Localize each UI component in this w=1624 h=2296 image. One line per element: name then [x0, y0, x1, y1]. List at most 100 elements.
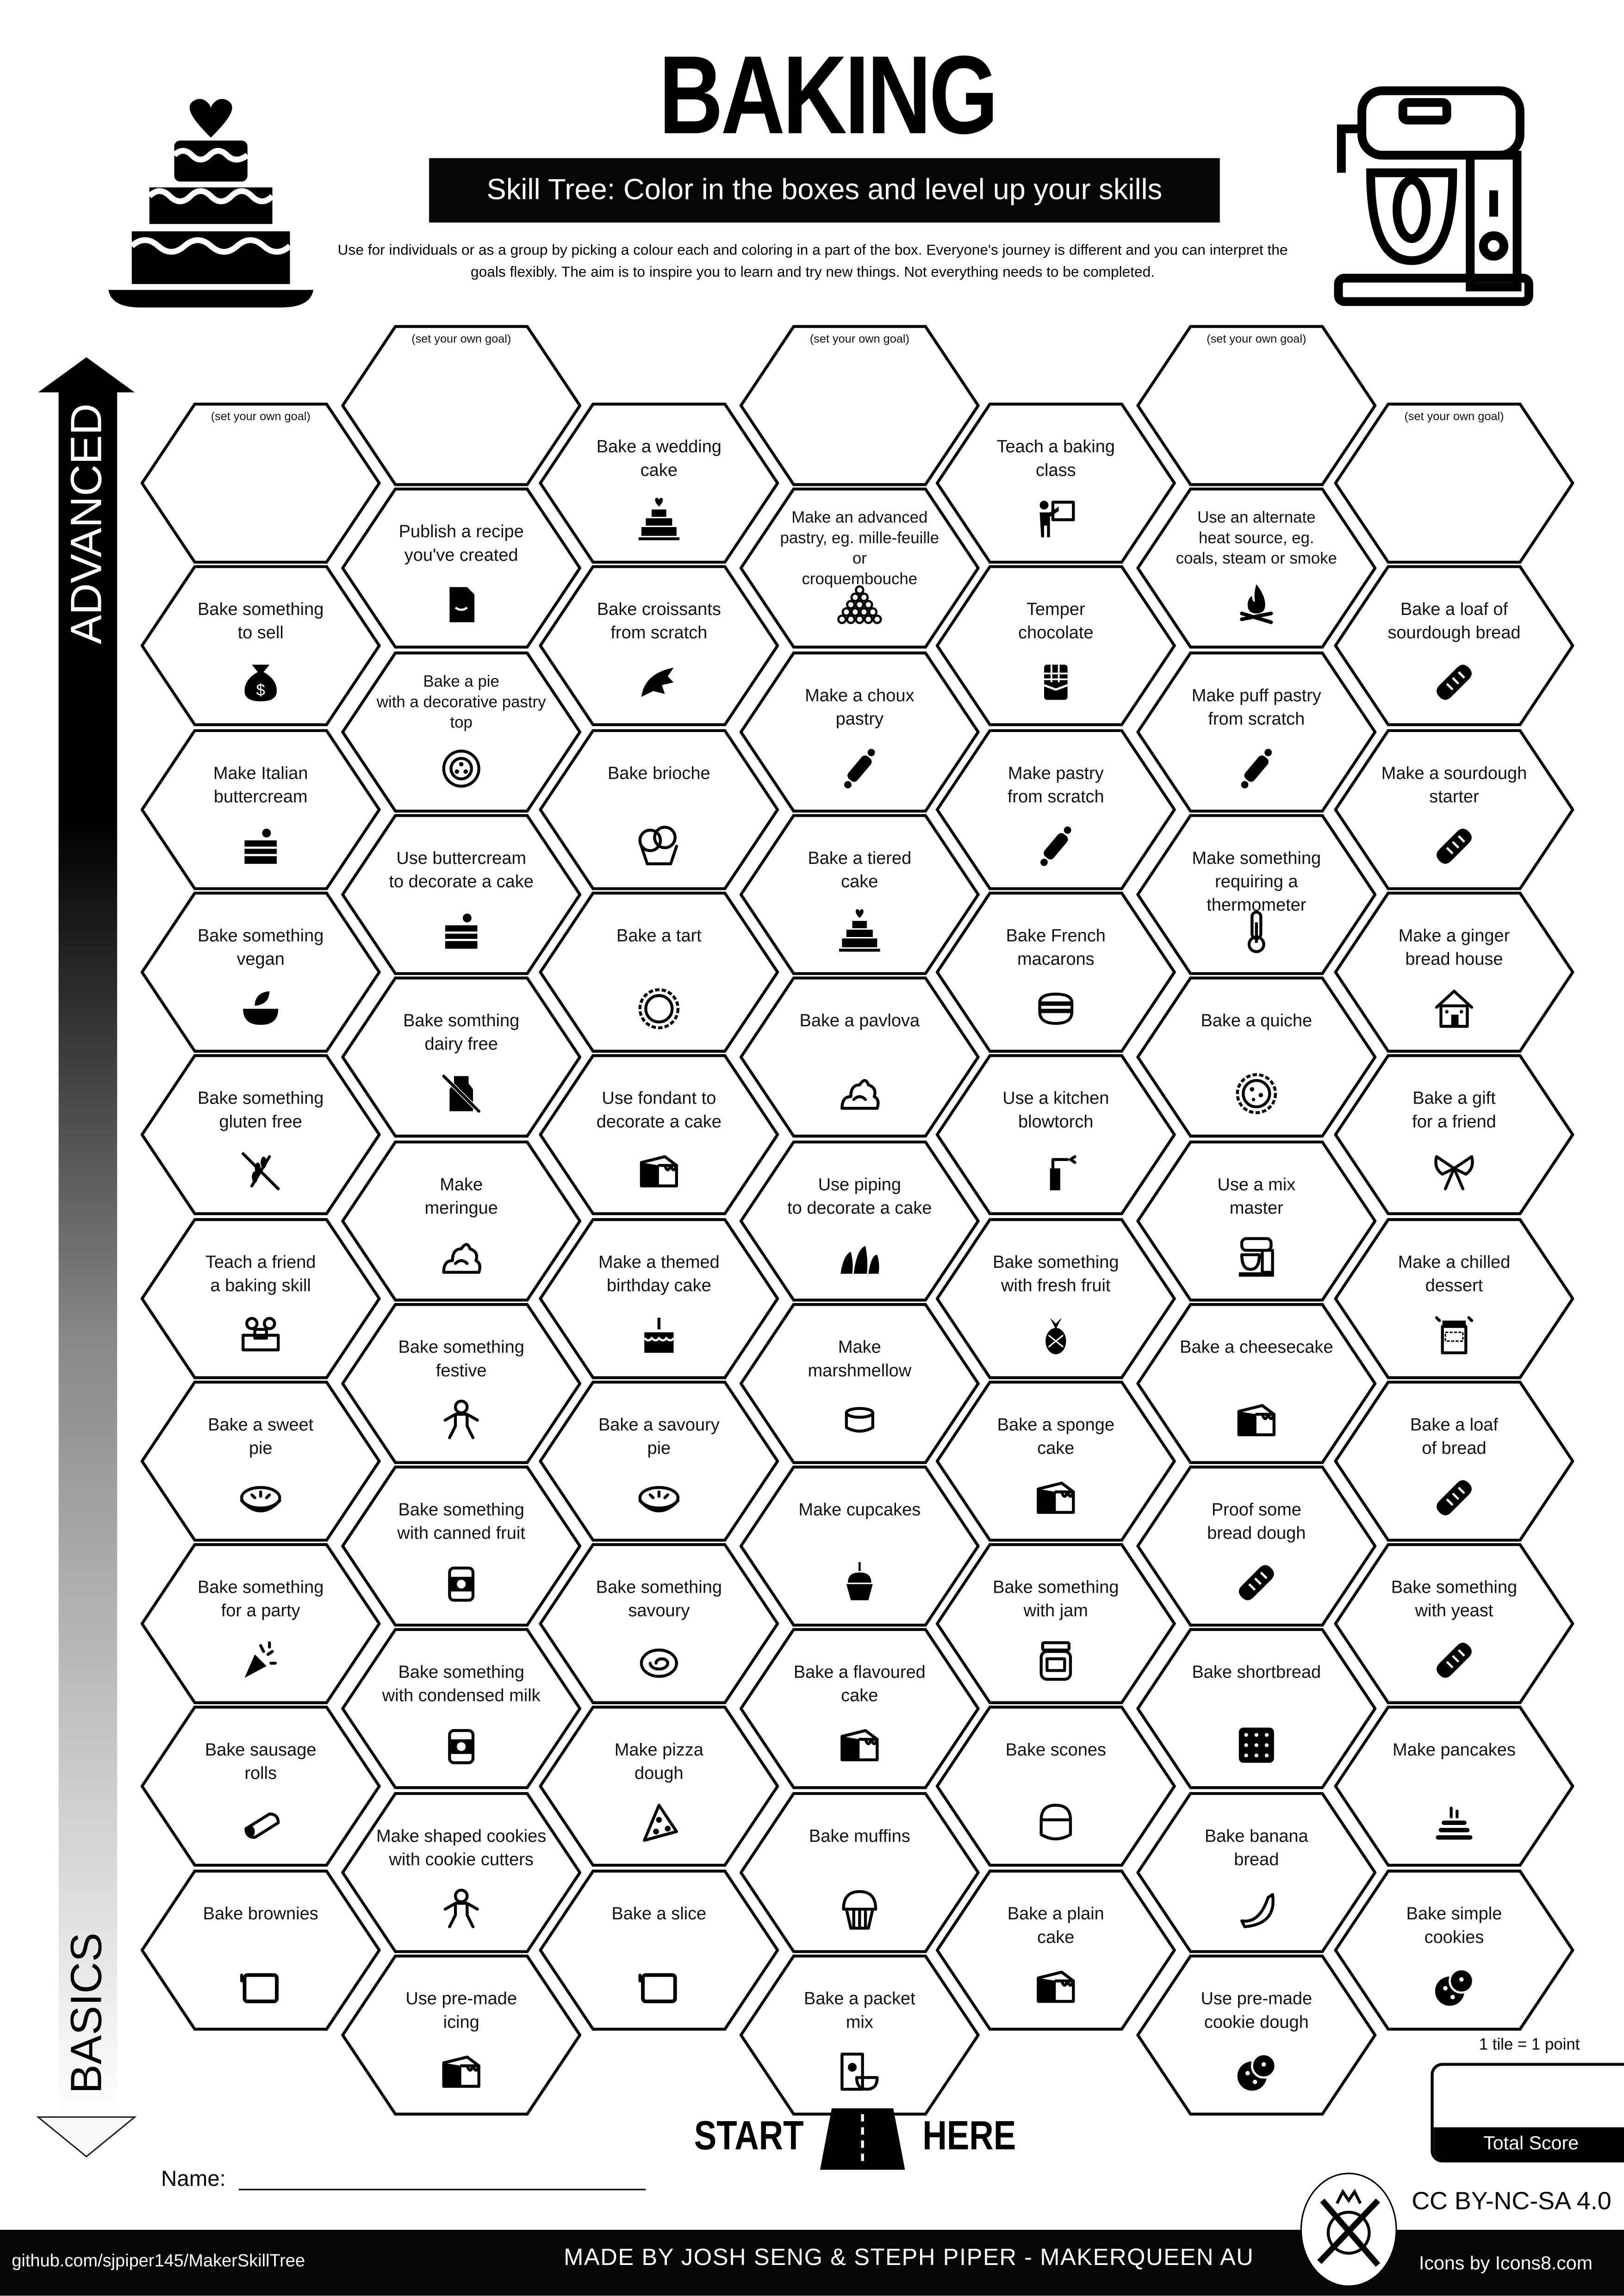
skill-hex[interactable]: Bake French macarons: [935, 891, 1176, 1053]
gingerbread-man-icon: [443, 1399, 479, 1439]
skill-hex[interactable]: Make cupcakes: [739, 1465, 980, 1627]
skill-hex[interactable]: Make Italian buttercream: [140, 728, 381, 890]
skill-hex[interactable]: Bake something with condensed milk: [341, 1628, 582, 1790]
skill-hex[interactable]: Bake a plain cake: [935, 1869, 1176, 2030]
rolling-pin-icon: [1241, 748, 1272, 788]
skill-hex[interactable]: Bake simple cookies: [1334, 1869, 1574, 2030]
meringue-icon: [840, 1079, 880, 1110]
skill-hex[interactable]: Bake a sweet pie: [140, 1380, 381, 1542]
skill-hex[interactable]: Make an advanced pastry, eg. mille-feuil…: [739, 488, 980, 649]
icons-credit[interactable]: Icons by Icons8.com: [1419, 2252, 1593, 2274]
hex-outline: [1334, 728, 1574, 890]
skill-hex-custom-goal[interactable]: (set your own goal): [1334, 403, 1574, 564]
skill-hex[interactable]: Make pastry from scratch: [935, 728, 1176, 890]
skill-hex[interactable]: Use an alternate heat source, eg. coals,…: [1136, 488, 1377, 649]
skill-hex[interactable]: Use a mix master: [1136, 1140, 1377, 1301]
cookie-icon: [1237, 2053, 1277, 2091]
skill-hex[interactable]: Bake muffins: [739, 1791, 980, 1953]
skill-hex[interactable]: Bake croissants from scratch: [539, 565, 779, 727]
skill-hex[interactable]: Bake something vegan: [140, 891, 381, 1053]
skill-hex-custom-goal[interactable]: (set your own goal): [1136, 325, 1377, 486]
skill-hex[interactable]: Bake a tart: [539, 891, 779, 1053]
skill-hex[interactable]: Proof some bread dough: [1136, 1465, 1377, 1627]
baking-tray-icon: [638, 1973, 677, 2003]
skill-hex[interactable]: Teach a baking class: [935, 403, 1176, 564]
hex-outline: [539, 565, 779, 727]
skill-hex[interactable]: Bake scones: [935, 1706, 1176, 1868]
jam-jar-icon: [1039, 1641, 1072, 1681]
skill-hex[interactable]: Bake a loaf of sourdough bread: [1334, 565, 1574, 727]
skill-hex[interactable]: Bake shortbread: [1136, 1628, 1377, 1790]
hex-outline: [539, 1217, 779, 1378]
skill-hex[interactable]: Bake a pie with a decorative pastry top: [341, 651, 582, 812]
skill-hex[interactable]: Bake a packet mix: [739, 1955, 980, 2116]
skill-hex-custom-goal[interactable]: (set your own goal): [140, 403, 381, 564]
skill-hex[interactable]: Bake banana bread: [1136, 1791, 1377, 1953]
skill-hex[interactable]: Bake a cheesecake: [1136, 1303, 1377, 1464]
bread-icon: [1436, 828, 1472, 863]
github-link[interactable]: github.com/sjpiper145/MakerSkillTree: [12, 2250, 305, 2271]
skill-hex[interactable]: Bake something for a party: [140, 1543, 381, 1705]
skill-hex[interactable]: Make meringue: [341, 1140, 582, 1301]
skill-label: Bake something savoury: [596, 1577, 722, 1621]
skill-hex[interactable]: Make a ginger bread house: [1334, 891, 1574, 1053]
skill-hex[interactable]: Bake a loaf of bread: [1334, 1380, 1574, 1542]
skill-hex[interactable]: Teach a friend a baking skill: [140, 1217, 381, 1378]
no-milk-icon: [442, 1074, 481, 1113]
skill-hex[interactable]: Bake something with jam: [935, 1543, 1176, 1705]
skill-hex[interactable]: Bake a slice: [539, 1869, 779, 2030]
skill-hex[interactable]: Bake a tiered cake: [739, 813, 980, 975]
skill-hex[interactable]: Bake something to sell $: [140, 565, 381, 727]
skill-hex[interactable]: Use fondant to decorate a cake: [539, 1054, 779, 1216]
skill-hex[interactable]: Bake a savoury pie: [539, 1380, 779, 1542]
skill-hex[interactable]: Use piping to decorate a cake: [739, 1140, 980, 1301]
skill-hex[interactable]: Use pre-made cookie dough: [1136, 1955, 1377, 2116]
cupcake-icon: [846, 1562, 873, 1601]
skill-hex[interactable]: Bake something with yeast: [1334, 1543, 1574, 1705]
skill-hex[interactable]: Bake sausage rolls: [140, 1706, 381, 1868]
skill-hex[interactable]: Temper chocolate: [935, 565, 1176, 727]
skill-hex[interactable]: Bake a pavlova: [739, 977, 980, 1138]
skill-hex[interactable]: Bake something gluten free: [140, 1054, 381, 1216]
skill-hex[interactable]: Use a kitchen blowtorch: [935, 1054, 1176, 1216]
skill-hex[interactable]: Publish a recipe you've created: [341, 488, 582, 649]
skill-label: Use piping to decorate a cake: [787, 1173, 932, 1217]
skill-hex[interactable]: Bake a sponge cake: [935, 1380, 1176, 1542]
here-label: HERE: [922, 2112, 1016, 2158]
skill-hex[interactable]: Make marshmellow: [739, 1303, 980, 1464]
skill-hex[interactable]: Make a chilled dessert: [1334, 1217, 1574, 1378]
hex-outline: [341, 488, 582, 649]
skill-hex[interactable]: Make a sourdough starter: [1334, 728, 1574, 890]
skill-hex[interactable]: Use pre-made icing: [341, 1955, 582, 2116]
skill-hex[interactable]: Make a choux pastry: [739, 651, 980, 812]
skill-hex[interactable]: Make shaped cookies with cookie cutters: [341, 1791, 582, 1953]
hex-outline: [341, 1791, 582, 1953]
skill-hex[interactable]: Bake something with canned fruit: [341, 1465, 582, 1627]
skill-hex[interactable]: Bake something with fresh fruit: [935, 1217, 1176, 1378]
skill-hex[interactable]: Make puff pastry from scratch: [1136, 651, 1377, 812]
skill-hex[interactable]: Bake a wedding cake: [539, 403, 779, 564]
skill-hex[interactable]: Make a themed birthday cake: [539, 1217, 779, 1378]
total-score-label: Total Score: [1433, 2127, 1624, 2160]
skill-hex[interactable]: Make something requiring a thermometer: [1136, 813, 1377, 975]
skill-hex[interactable]: Make pizza dough: [539, 1706, 779, 1868]
skill-hex[interactable]: Bake a gift for a friend: [1334, 1054, 1574, 1216]
skill-hex[interactable]: Bake something festive: [341, 1303, 582, 1464]
skill-hex[interactable]: Bake somthing dairy free: [341, 977, 582, 1138]
skill-hex-custom-goal[interactable]: (set your own goal): [341, 325, 582, 486]
custom-goal-hint: (set your own goal): [211, 410, 311, 423]
total-score-box[interactable]: Total Score: [1431, 2063, 1624, 2163]
skill-hex[interactable]: Bake brioche: [539, 728, 779, 890]
skill-hex[interactable]: Bake brownies: [140, 1869, 381, 2030]
skill-hex[interactable]: Bake a flavoured cake: [739, 1628, 980, 1790]
skill-hex[interactable]: Bake something savoury: [539, 1543, 779, 1705]
name-field[interactable]: [238, 2189, 646, 2191]
skill-label: Use a kitchen blowtorch: [1002, 1088, 1109, 1132]
skill-hex[interactable]: Make pancakes: [1334, 1706, 1574, 1868]
hex-outline: [739, 1791, 980, 1953]
skill-hex[interactable]: Bake a quiche: [1136, 977, 1377, 1138]
skill-hex-custom-goal[interactable]: (set your own goal): [739, 325, 980, 486]
skill-label: Bake a cheesecake: [1180, 1336, 1333, 1357]
skill-hex[interactable]: Use buttercream to decorate a cake: [341, 813, 582, 975]
